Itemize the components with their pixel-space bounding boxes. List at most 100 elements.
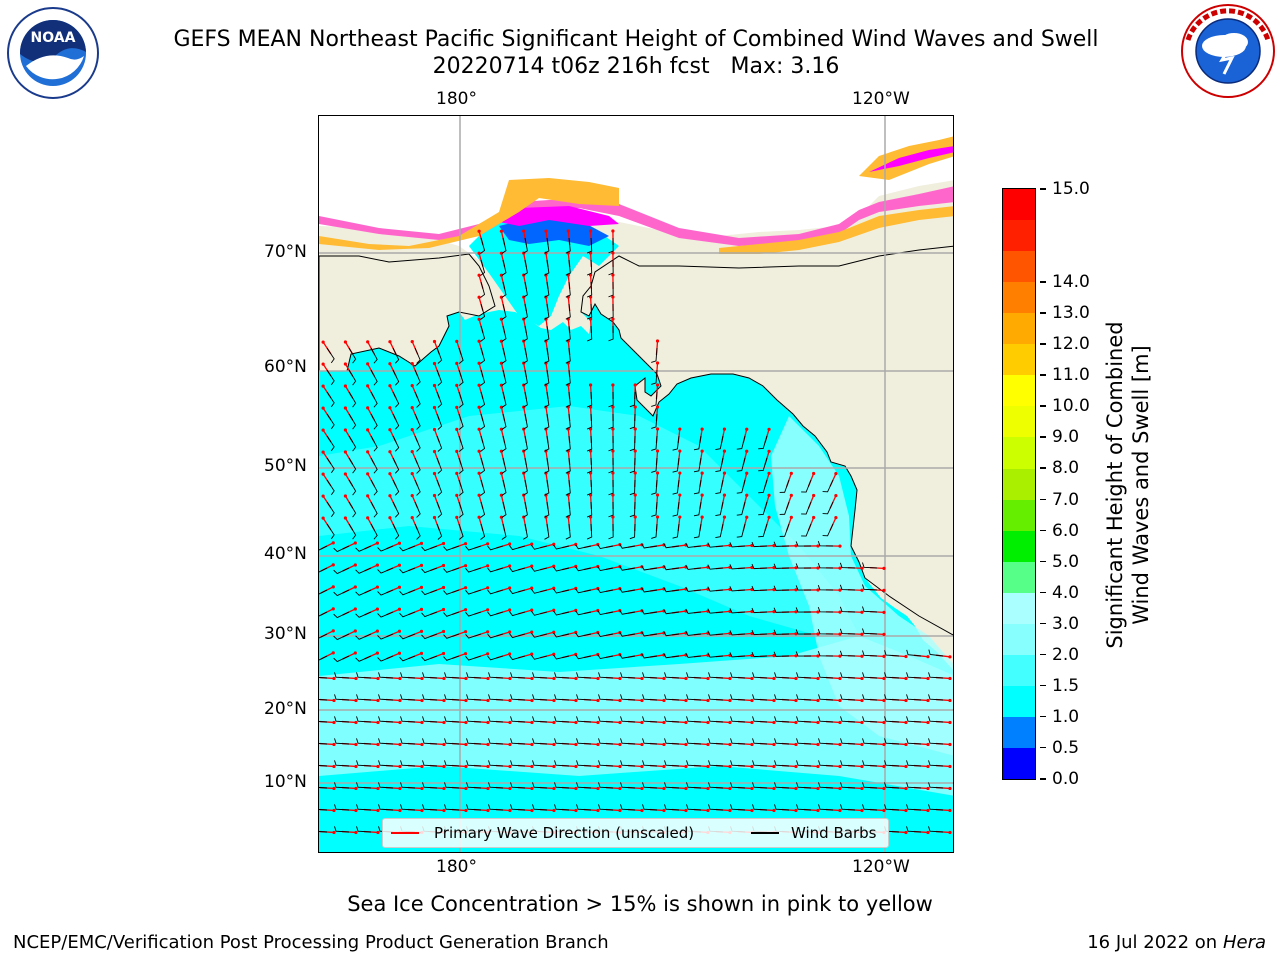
wave-arrow-head: [552, 786, 556, 791]
wave-arrow-head: [477, 251, 481, 255]
wave-arrow-head: [684, 676, 688, 681]
wave-arrow-head: [499, 317, 503, 321]
wave-arrow-head: [397, 607, 402, 611]
wave-arrow-head: [419, 651, 424, 655]
wind-barb: [510, 694, 526, 701]
wind-barb: [348, 347, 357, 364]
wind-barb: [642, 782, 658, 789]
wind-barb: [522, 501, 528, 518]
ocean-swell-band: [319, 636, 953, 796]
wind-barb: [370, 501, 378, 518]
wind-barb: [730, 672, 746, 679]
wind-barb: [348, 457, 357, 474]
footer-date-text: 16 Jul 2022 on: [1087, 932, 1223, 953]
wave-arrow-head: [477, 383, 481, 387]
wave-arrow-head: [366, 340, 370, 344]
wave-arrow-head: [331, 629, 335, 633]
wind-barb: [392, 413, 400, 430]
wind-barb: [774, 804, 790, 811]
wind-barb: [553, 654, 570, 660]
wave-arrow-head: [640, 786, 644, 791]
wave-arrow-head: [332, 786, 336, 791]
wind-barb: [480, 523, 486, 540]
wind-barb: [531, 610, 548, 616]
wind-barb: [334, 760, 350, 767]
wind-barb: [672, 479, 680, 495]
wind-barb: [326, 479, 335, 496]
wave-arrow-head: [343, 340, 348, 344]
wind-barb: [377, 611, 394, 618]
wave-arrow-head: [499, 273, 503, 277]
wind-barb: [422, 716, 438, 723]
wave-arrow-head: [376, 720, 380, 725]
wind-barb: [400, 672, 416, 679]
colorbar-label: Significant Height of Combined Wind Wave…: [1102, 275, 1154, 695]
wave-arrow-head: [611, 295, 615, 299]
wind-barb: [641, 609, 658, 615]
wave-arrow-head: [655, 383, 660, 387]
wind-barb: [501, 457, 507, 474]
wave-arrow-head: [745, 515, 749, 519]
wind-barb: [840, 694, 856, 701]
wind-barb: [801, 501, 812, 515]
wind-barb: [774, 738, 790, 745]
wind-barb: [774, 672, 790, 679]
wind-barb: [466, 760, 482, 767]
wave-arrow-head: [398, 698, 402, 703]
wind-barb: [480, 281, 486, 298]
wind-barb: [608, 259, 614, 276]
wind-barb: [818, 760, 834, 767]
wind-barb: [822, 479, 834, 493]
wind-barb: [522, 237, 528, 254]
wind-barb: [664, 694, 680, 701]
wave-arrow-head: [812, 471, 816, 476]
wind-barb: [348, 413, 357, 430]
wave-arrow-head: [499, 295, 503, 299]
wind-barb: [839, 562, 856, 569]
wind-barb: [822, 523, 834, 537]
wind-barb: [693, 479, 702, 495]
wave-arrow-head: [722, 449, 727, 453]
wind-barb: [319, 721, 328, 723]
wind-barb: [532, 782, 548, 789]
wind-barb: [576, 716, 592, 723]
wind-barb: [586, 435, 593, 452]
wind-barb: [509, 589, 526, 595]
wave-arrow-head: [633, 493, 637, 497]
wind-barb: [839, 584, 856, 591]
wind-barb: [758, 457, 768, 472]
wave-arrow-head: [838, 566, 842, 570]
wind-barb: [319, 611, 328, 617]
wind-barb: [370, 413, 378, 430]
wind-barb: [531, 566, 548, 572]
wave-arrow-head: [838, 588, 842, 592]
colorbar-tick-label: 6.0: [1039, 520, 1080, 541]
wave-arrow-head: [618, 808, 622, 813]
wind-barb: [553, 566, 570, 572]
wave-arrow-head: [477, 515, 481, 519]
wind-barb: [565, 281, 571, 298]
colorbar-tick-label: 11.0: [1040, 365, 1090, 386]
wave-arrow-head: [398, 764, 402, 769]
wind-barb: [553, 588, 570, 594]
wave-arrow-head: [750, 698, 754, 703]
wave-arrow-head: [343, 428, 348, 432]
wind-barb: [554, 672, 570, 679]
wave-arrow-head: [678, 493, 682, 497]
wind-barb: [598, 782, 614, 789]
wave-arrow-head: [794, 808, 798, 813]
wave-arrow-head: [926, 720, 930, 725]
wind-barb: [619, 587, 636, 593]
wave-arrow-head: [574, 652, 578, 656]
wave-arrow-head: [499, 427, 503, 431]
wave-arrow-head: [684, 764, 688, 769]
wind-barb: [421, 545, 438, 552]
wave-arrow-head: [882, 720, 886, 725]
wave-arrow-head: [678, 427, 682, 431]
wind-barb: [414, 369, 421, 386]
wind-barb: [326, 391, 335, 408]
wind-barb: [575, 566, 592, 572]
wind-barb: [619, 565, 636, 571]
wind-barb: [334, 716, 350, 723]
wind-barb: [370, 523, 378, 540]
